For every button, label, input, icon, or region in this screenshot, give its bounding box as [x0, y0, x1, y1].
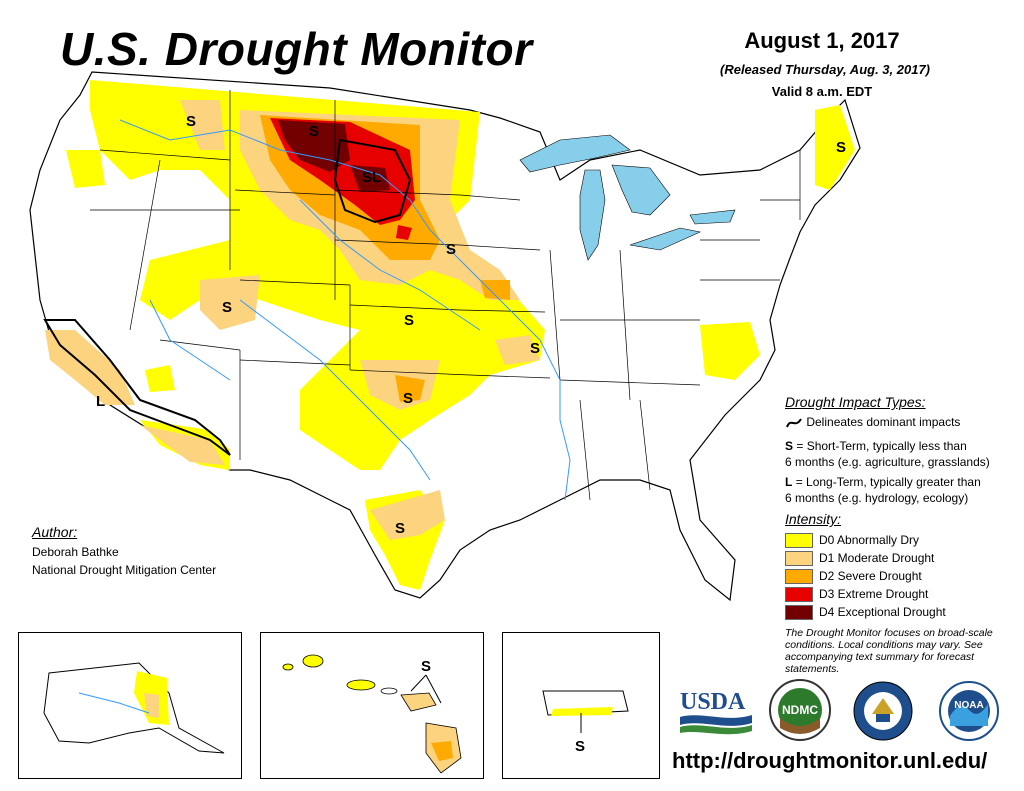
map-label-s-montana-west: S [186, 113, 196, 130]
ndmc-logo[interactable]: NDMC [768, 678, 832, 742]
legend-d1-label: D1 Moderate Drought [819, 551, 935, 565]
swatch-d1 [785, 551, 813, 566]
intensity-legend-title: Intensity: [785, 511, 842, 527]
map-label-s-texas: S [395, 520, 405, 537]
author-name: Deborah Bathke [32, 545, 119, 559]
map-label-s-hawaii: S [421, 658, 431, 675]
svg-text:NDMC: NDMC [782, 703, 818, 717]
impact-s-text2: 6 months (e.g. agriculture, grasslands) [785, 455, 990, 469]
d4-regions [278, 120, 390, 192]
lake-erie [629, 227, 701, 251]
map-label-s-minnesota: S [446, 241, 456, 258]
map-label-s-montana: S [309, 123, 319, 140]
map-label-s-maine: S [836, 139, 846, 156]
author-org: National Drought Mitigation Center [32, 563, 217, 577]
map-label-s-kansas: S [404, 312, 414, 329]
impact-l-text: = Long-Term, typically greater than [795, 475, 981, 489]
map-label-sl-dakotas: SL [362, 169, 381, 186]
puerto-rico-inset: S [502, 632, 660, 779]
lake-ontario [689, 209, 736, 225]
legend-d2-label: D2 Severe Drought [819, 569, 922, 583]
legend-d3-label: D3 Extreme Drought [819, 587, 929, 601]
map-label-s-puerto-rico: S [575, 738, 585, 755]
impact-s-key: S [785, 439, 794, 453]
lake-huron [611, 164, 671, 216]
legend-d1: D1 Moderate Drought [785, 550, 1015, 566]
legend-d0: D0 Abnormally Dry [785, 532, 1015, 548]
map-date: August 1, 2017 [744, 28, 900, 53]
valid-time: Valid 8 a.m. EDT [771, 84, 873, 99]
legend-d4: D4 Exceptional Drought [785, 604, 1015, 620]
legend-d4-label: D4 Exceptional Drought [819, 605, 946, 619]
impact-l-text2: 6 months (e.g. hydrology, ecology) [785, 491, 969, 505]
disclaimer-note: The Drought Monitor focuses on broad-sca… [785, 627, 993, 675]
swatch-d4 [785, 605, 813, 620]
svg-text:NOAA: NOAA [954, 700, 983, 711]
commerce-logo[interactable] [852, 680, 914, 742]
swatch-d2 [785, 569, 813, 584]
noaa-logo[interactable]: NOAA [938, 680, 1000, 742]
impact-line-label: Delineates dominant impacts [806, 415, 961, 429]
impact-long-term: L = Long-Term, typically greater than 6 … [785, 474, 1015, 506]
usda-logo[interactable]: USDA [676, 685, 756, 735]
impact-boundaries [43, 138, 412, 456]
website-link[interactable]: http://droughtmonitor.unl.edu/ [672, 748, 988, 773]
lake-michigan [579, 169, 606, 261]
impact-line-legend: Delineates dominant impacts [785, 414, 1015, 430]
legend-d3: D3 Extreme Drought [785, 586, 1015, 602]
map-label-s-oklahoma: S [403, 390, 413, 407]
swatch-d0 [785, 533, 813, 548]
author-heading: Author: [32, 524, 78, 540]
alaska-inset [18, 632, 242, 779]
impact-legend-title: Drought Impact Types: [785, 394, 926, 410]
svg-text:USDA: USDA [680, 689, 746, 715]
alaska-d1 [144, 693, 159, 718]
map-title: U.S. Drought Monitor [60, 23, 533, 75]
legend-d2: D2 Severe Drought [785, 568, 1015, 584]
hawaii-inset: S [260, 632, 484, 779]
swatch-d3 [785, 587, 813, 602]
rivers [119, 119, 571, 501]
impact-short-term: S = Short-Term, typically less than 6 mo… [785, 438, 1015, 470]
lake-superior [519, 134, 631, 173]
conus-drought-map: S S SL S S S S S S L S [29, 71, 861, 602]
impact-l-key: L [785, 475, 793, 489]
map-label-l-california: L [96, 393, 105, 410]
impact-line-icon [786, 418, 802, 428]
map-label-s-utah: S [222, 299, 232, 316]
state-boundaries [90, 90, 801, 501]
release-date: (Released Thursday, Aug. 3, 2017) [720, 62, 930, 77]
legend-d0-label: D0 Abnormally Dry [819, 533, 920, 547]
impact-s-text: = Short-Term, typically less than [796, 439, 967, 453]
map-label-s-missouri: S [530, 340, 540, 357]
